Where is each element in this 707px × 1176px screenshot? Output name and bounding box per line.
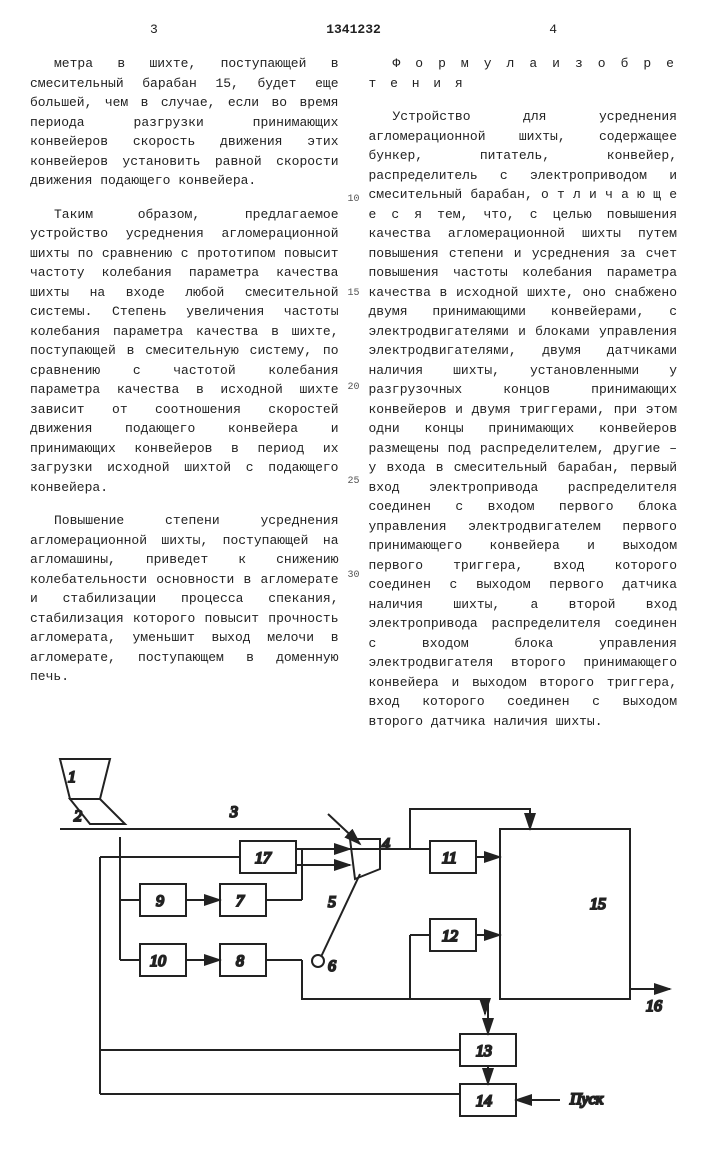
label-15: 15: [590, 896, 606, 913]
block-15-mixer: [500, 829, 630, 999]
right-column: Ф о р м у л а и з о б р е т е н и я Устр…: [369, 54, 678, 745]
page-number-left: 3: [150, 20, 158, 40]
label-11: 11: [442, 850, 457, 867]
label-4: 4: [382, 836, 390, 853]
label-12: 12: [442, 928, 458, 945]
left-paragraph-3: Повышение степени усреднения агломерацио…: [30, 511, 339, 687]
right-paragraph-1: Устройство для усреднения агломерационно…: [369, 107, 678, 731]
label-13: 13: [476, 1043, 492, 1060]
label-3: 3: [229, 804, 238, 821]
label-1: 1: [68, 769, 76, 786]
block-diagram: 1 2 3 4 5 6 17: [30, 749, 677, 1156]
document-number: 1341232: [326, 20, 381, 40]
claims-title: Ф о р м у л а и з о б р е т е н и я: [369, 54, 678, 93]
flap-line: [320, 874, 360, 959]
left-paragraph-2: Таким образом, предлагаемое устройство у…: [30, 205, 339, 498]
label-14: 14: [476, 1093, 492, 1110]
left-paragraph-1: метра в шихте, поступающей в смесительны…: [30, 54, 339, 191]
label-7: 7: [236, 893, 245, 910]
label-2: 2: [74, 808, 82, 825]
pivot-circle: [312, 955, 324, 967]
wire-7-to-11: [302, 849, 410, 900]
label-17: 17: [255, 850, 272, 867]
label-16: 16: [646, 998, 662, 1015]
label-9: 9: [156, 893, 164, 910]
line-marker-25: 25: [348, 474, 360, 489]
block-4-distributor: [350, 839, 380, 879]
line-marker-20: 20: [348, 380, 360, 395]
page-header: 3 1341232 4: [30, 20, 677, 44]
label-8: 8: [236, 953, 244, 970]
label-10: 10: [150, 953, 166, 970]
label-6: 6: [328, 958, 336, 975]
left-column: метра в шихте, поступающей в смесительны…: [30, 54, 339, 745]
line-marker-30: 30: [348, 568, 360, 583]
line-marker-15: 15: [348, 286, 360, 301]
label-start: Пуск: [569, 1091, 604, 1108]
page-number-right: 4: [549, 20, 557, 40]
label-5: 5: [328, 894, 336, 911]
line-marker-10: 10: [348, 192, 360, 207]
